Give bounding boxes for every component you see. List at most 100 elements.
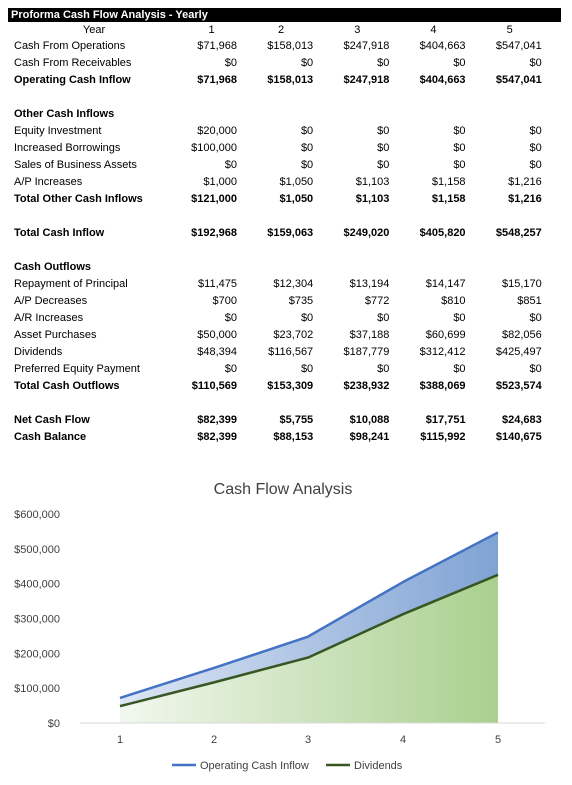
value-cell	[472, 208, 548, 225]
y-tick-label: $500,000	[14, 544, 60, 556]
value-cell	[472, 106, 548, 123]
table-row: Net Cash Flow $82,399 $5,755 $10,088 $17,751…	[8, 412, 561, 429]
row-label: Net Cash Flow	[14, 414, 90, 426]
row-label: Asset Purchases	[14, 329, 97, 341]
value-cell: $13,194	[349, 278, 390, 290]
year-header: 1	[208, 24, 215, 36]
value-cell: $98,241	[349, 431, 390, 443]
value-cell: $0	[377, 363, 390, 375]
value-cell: $0	[300, 142, 314, 154]
value-cell	[319, 395, 395, 412]
value-cell: $24,683	[501, 414, 542, 426]
value-cell: $247,918	[343, 40, 390, 52]
value-cell	[243, 242, 319, 259]
value-cell: $1,216	[508, 176, 542, 188]
value-cell: $388,069	[419, 380, 466, 392]
table-row: Total Cash Inflow $192,968 $159,063 $249,02…	[8, 225, 561, 242]
value-cell	[180, 395, 243, 412]
table-row: Increased Borrowings $100,000 $0 $0 $0 $0	[8, 140, 561, 157]
y-tick-label: $200,000	[14, 648, 60, 660]
row-label: Total Other Cash Inflows	[14, 193, 143, 205]
row-label: Increased Borrowings	[14, 142, 121, 154]
value-cell	[180, 208, 243, 225]
y-tick-label: $100,000	[14, 683, 60, 695]
value-cell: $1,103	[355, 176, 390, 188]
y-tick-label: $400,000	[14, 579, 60, 591]
value-cell	[472, 242, 548, 259]
value-cell: $547,041	[495, 74, 542, 86]
value-cell: $0	[529, 125, 542, 137]
year-header-row: Year 1 2 3 4 5	[8, 22, 561, 38]
value-cell: $88,153	[273, 431, 314, 443]
value-cell	[395, 395, 471, 412]
value-cell: $1,216	[508, 193, 542, 205]
table-row: Operating Cash Inflow $71,968 $158,013 $247…	[8, 72, 561, 89]
table-body: Cash From Operations $71,968 $158,013 $247,…	[8, 38, 561, 446]
table-row: Cash From Operations $71,968 $158,013 $247,…	[8, 38, 561, 55]
value-cell	[243, 395, 319, 412]
row-label: Dividends	[14, 346, 63, 358]
row-label: Other Cash Inflows	[14, 108, 115, 120]
x-tick-label: 3	[305, 734, 311, 746]
value-cell	[243, 106, 319, 123]
value-cell: $249,020	[343, 227, 390, 239]
series-line-dividends	[119, 573, 499, 708]
row-label: A/P Increases	[14, 176, 83, 188]
value-cell	[319, 259, 395, 276]
value-cell: $1,050	[279, 176, 314, 188]
value-cell: $1,103	[355, 193, 390, 205]
value-cell: $115,992	[420, 431, 466, 443]
value-cell	[395, 106, 471, 123]
value-cell: $158,013	[267, 40, 314, 52]
table-row: Repayment of Principal $11,475 $12,304 $13,…	[8, 276, 561, 293]
table-row: A/R Increases $0 $0 $0 $0 $0	[8, 310, 561, 327]
value-cell: $23,702	[273, 329, 314, 341]
row-label: A/P Decreases	[14, 295, 88, 307]
year-header: 4	[430, 24, 437, 36]
value-cell: $425,497	[495, 346, 542, 358]
value-cell: $100,000	[191, 142, 237, 154]
value-cell: $82,399	[197, 414, 237, 426]
table-row: Preferred Equity Payment $0 $0 $0 $0 $0	[8, 361, 561, 378]
value-cell: $20,000	[197, 125, 237, 137]
value-cell: $404,663	[419, 74, 466, 86]
row-label: Repayment of Principal	[14, 278, 128, 290]
value-cell: $772	[364, 295, 390, 307]
value-cell: $192,968	[191, 227, 237, 239]
row-label: Total Cash Inflow	[14, 227, 105, 239]
value-cell: $158,013	[267, 74, 314, 86]
value-cell: $0	[300, 57, 314, 69]
value-cell	[319, 106, 395, 123]
table-row: Cash Balance $82,399 $88,153 $98,241 $115,99…	[8, 429, 561, 446]
value-cell: $116,567	[268, 346, 314, 358]
value-cell	[243, 89, 319, 106]
value-cell: $121,000	[191, 193, 237, 205]
row-label: Sales of Business Assets	[14, 159, 137, 171]
row-label: Cash From Operations	[14, 40, 126, 52]
value-cell: $187,779	[343, 346, 390, 358]
table-row: Equity Investment $20,000 $0 $0 $0 $0	[8, 123, 561, 140]
table-row	[8, 89, 561, 106]
value-cell: $0	[529, 363, 542, 375]
value-cell: $700	[212, 295, 237, 307]
value-cell	[180, 242, 243, 259]
value-cell	[243, 208, 319, 225]
year-header: 5	[506, 24, 513, 36]
value-cell: $50,000	[197, 329, 237, 341]
value-cell: $404,663	[419, 40, 466, 52]
value-cell	[180, 89, 243, 106]
value-cell: $247,918	[343, 74, 390, 86]
table-row: Cash From Receivables $0 $0 $0 $0 $0	[8, 55, 561, 72]
table-row: Total Cash Outflows $110,569 $153,309 $238,…	[8, 378, 561, 395]
value-cell: $48,394	[197, 346, 237, 358]
row-label	[8, 242, 180, 259]
table-row: Asset Purchases $50,000 $23,702 $37,188 $60,…	[8, 327, 561, 344]
value-cell: $735	[288, 295, 314, 307]
value-cell: $1,158	[431, 176, 466, 188]
value-cell: $140,675	[495, 431, 542, 443]
value-cell: $14,147	[425, 278, 466, 290]
value-cell: $851	[517, 295, 542, 307]
value-cell: $1,158	[431, 193, 466, 205]
chart-canvas: Cash Flow Analysis $0 $100,000 $200,000 $30…	[14, 481, 545, 772]
value-cell: $10,088	[349, 414, 390, 426]
